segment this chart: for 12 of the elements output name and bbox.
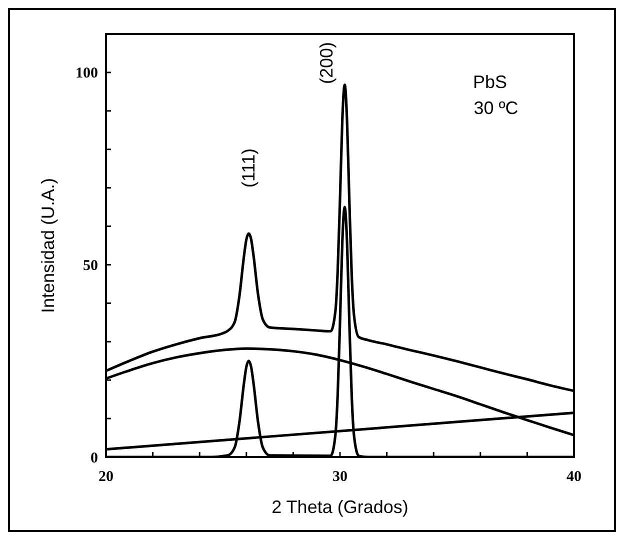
annotation: PbS	[472, 72, 508, 92]
x-tick-label: 40	[566, 469, 582, 485]
y-axis-title: Intensidad (U.A.)	[38, 178, 58, 314]
y-tick-label: 100	[76, 66, 98, 82]
y-tick-label: 50	[83, 258, 98, 274]
y-tick-label: 0	[90, 450, 98, 466]
x-tick-label: 20	[98, 469, 114, 485]
x-tick-label: 30	[332, 469, 348, 485]
x-axis-title: 2 Theta (Grados)	[272, 497, 408, 517]
annotation: 30 ºC	[474, 98, 518, 118]
annotation: (111)	[238, 148, 258, 188]
annotation: (200)	[316, 42, 336, 84]
